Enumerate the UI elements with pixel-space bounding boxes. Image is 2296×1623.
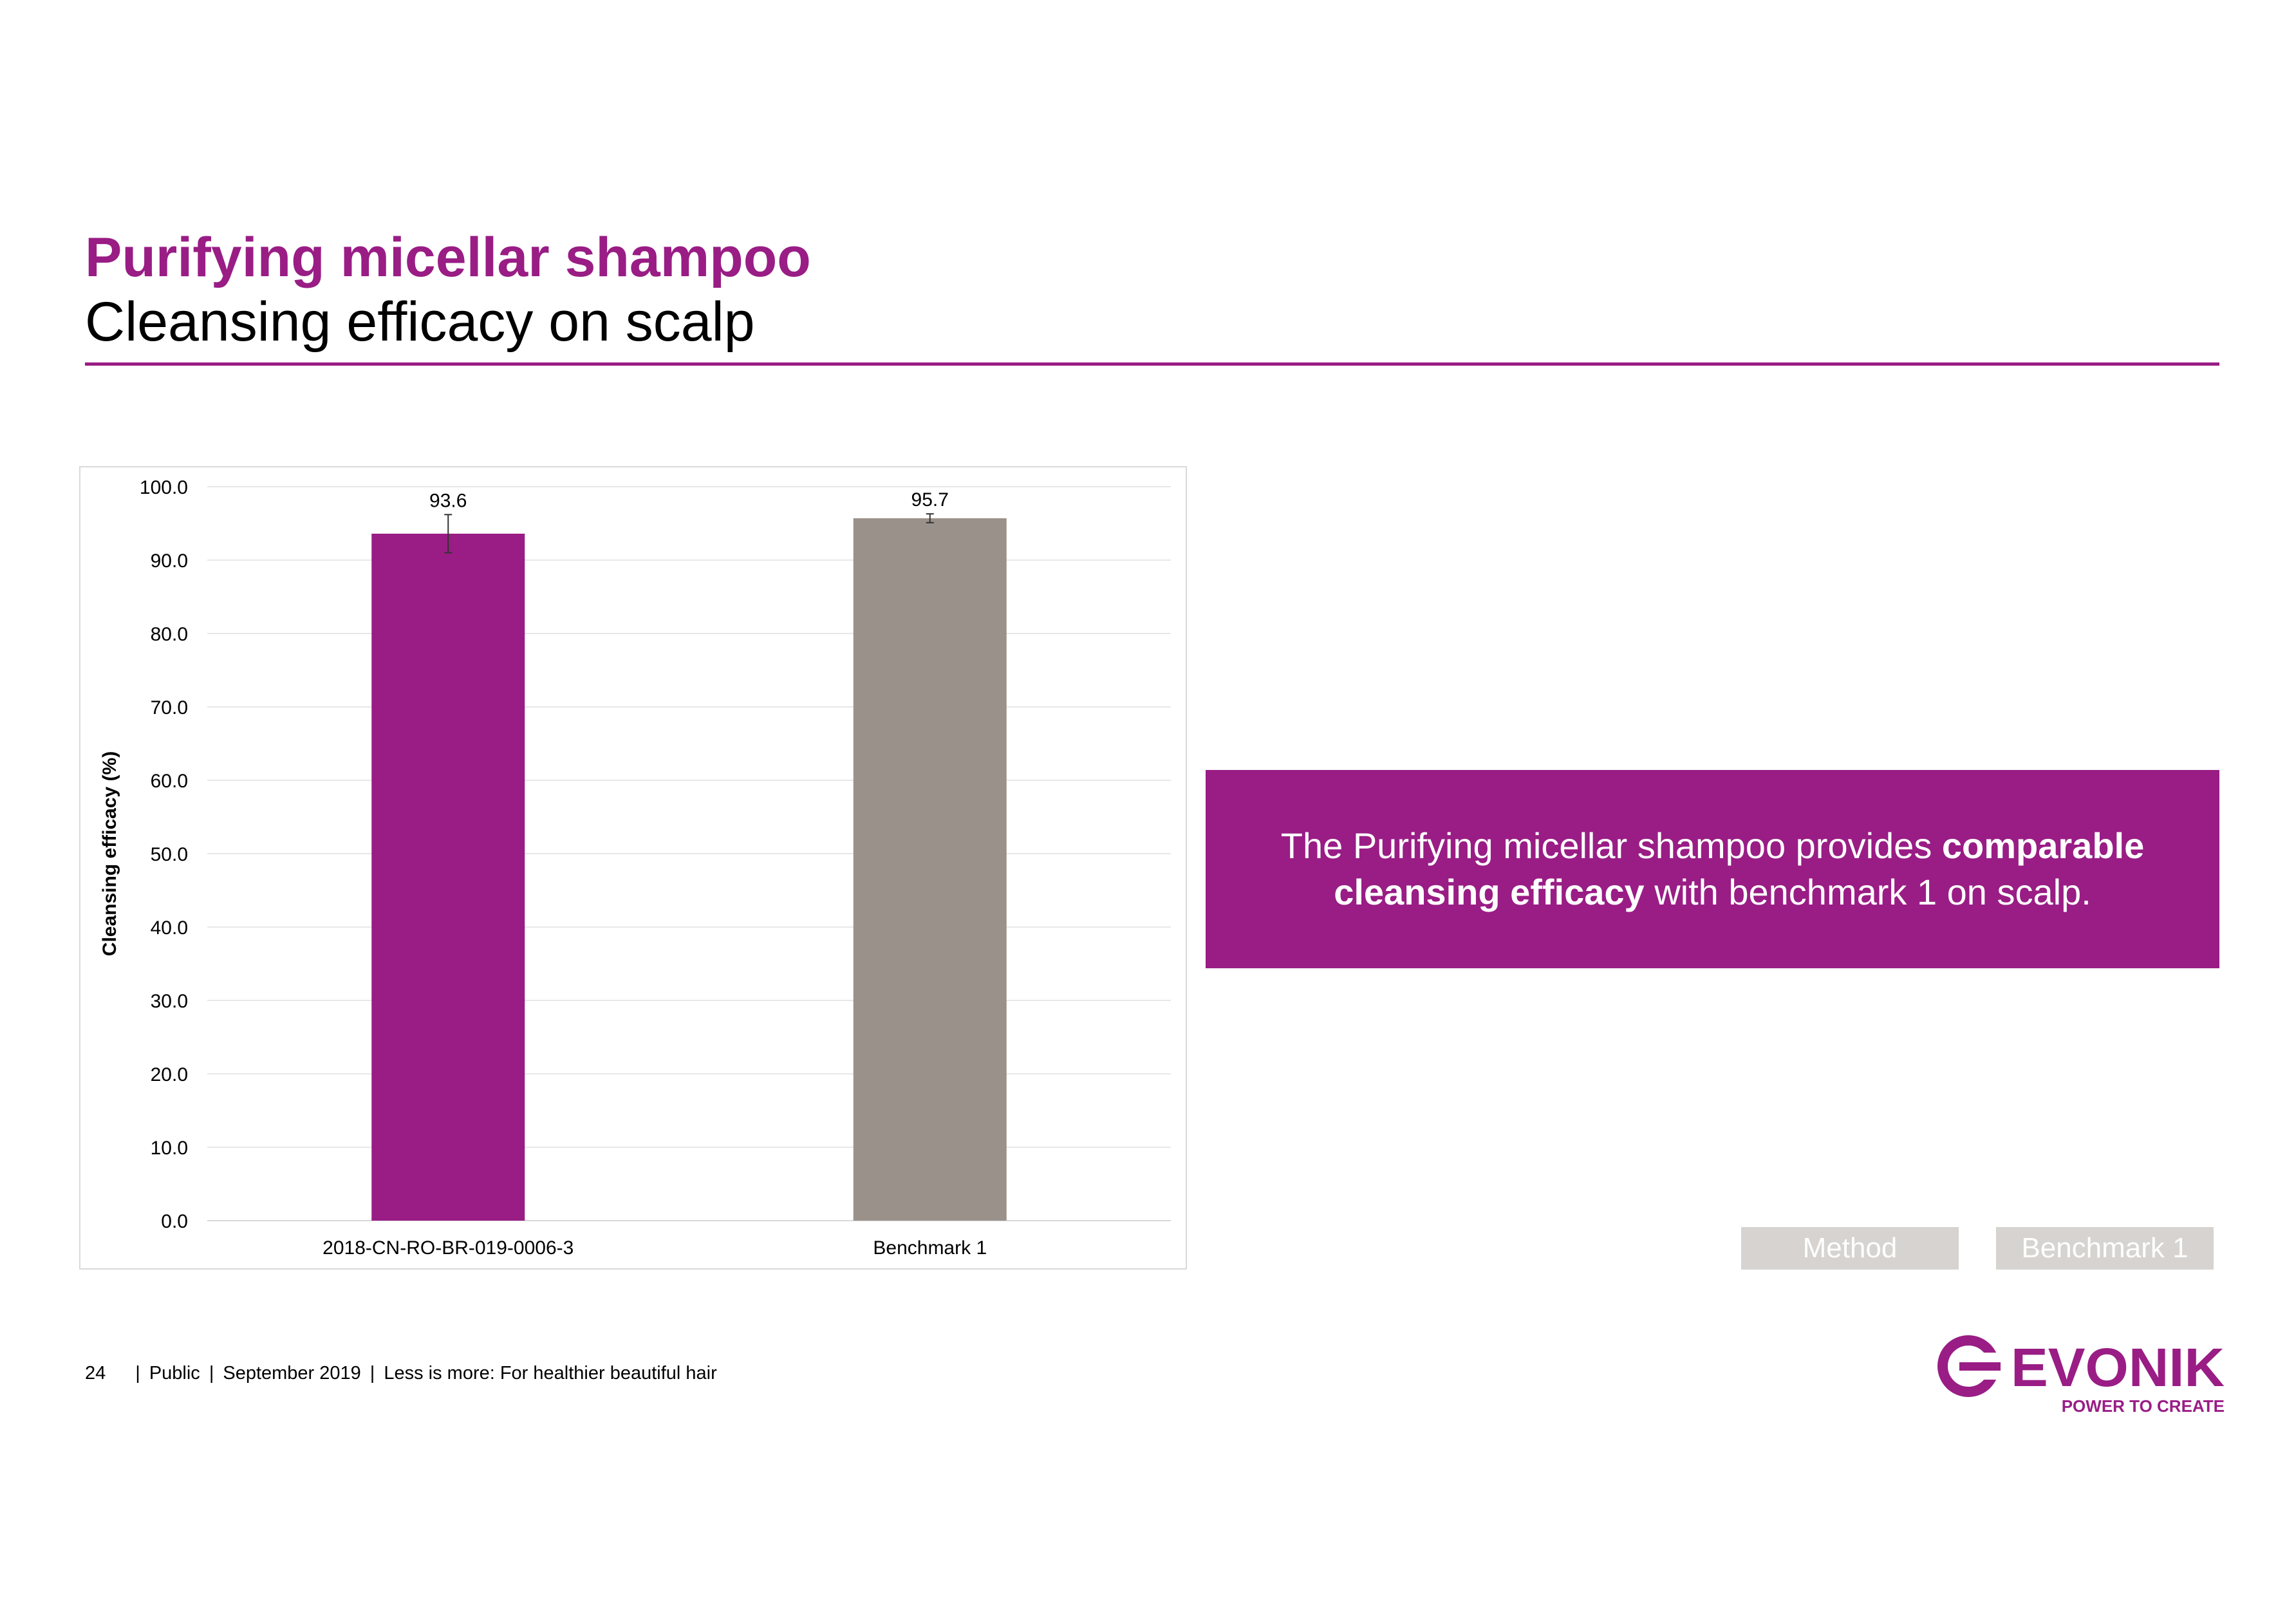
takeaway-part-1: The Purifying micellar shampoo provides [1280,825,1942,866]
benchmark-1-button[interactable]: Benchmark 1 [1996,1227,2214,1270]
footer: 24 | Public | September 2019 | Less is more: F… [85,1363,717,1384]
method-button[interactable]: Method [1741,1227,1959,1270]
data-label: 93.6 [429,490,467,511]
takeaway-part-2: with benchmark 1 on scalp. [1644,872,2091,912]
y-tick-label: 70.0 [151,697,188,718]
bar-chart: Cleansing efficacy (%) 0.0 10.0 20.0 30.0 40… [99,477,1171,1259]
chart-frame: Cleansing efficacy (%) 0.0 10.0 20.0 30.0 40… [79,466,1187,1270]
y-tick-label: 10.0 [151,1138,188,1159]
page-number: 24 [85,1363,106,1384]
y-tick-label: 0.0 [161,1211,188,1232]
x-category-label: Benchmark 1 [873,1237,987,1259]
logo-tagline: POWER TO CREATE [2062,1396,2225,1416]
bar [853,518,1007,1221]
takeaway-bold: comparable cleansing efficacy [1334,825,2145,912]
y-tick-label: 50.0 [151,844,188,865]
slide-title: Purifying micellar shampoo [85,227,811,288]
key-takeaway-text: The Purifying micellar shampoo provides … [1231,823,2194,915]
y-tick-label: 90.0 [151,550,188,572]
bar [371,533,525,1221]
slide-subtitle: Cleansing efficacy on scalp [85,291,755,353]
footer-date: September 2019 [223,1363,361,1384]
key-takeaway-box: The Purifying micellar shampoo provides … [1206,770,2219,968]
footer-deck-title: Less is more: For healthier beautiful ha… [384,1363,717,1384]
footer-classification: Public [149,1363,200,1384]
evonik-emblem-icon [1937,1335,2001,1397]
y-tick-label: 40.0 [151,917,188,939]
y-tick-label: 100.0 [140,477,188,498]
title-divider [85,362,2219,366]
footer-separator: | [135,1363,140,1384]
y-tick-label: 80.0 [151,624,188,645]
y-tick-label: 20.0 [151,1064,188,1085]
footer-separator: | [369,1363,375,1384]
evonik-logo: EVONIK POWER TO CREATE [1937,1335,2225,1416]
data-label: 95.7 [911,489,949,511]
x-category-label: 2018-CN-RO-BR-019-0006-3 [322,1237,574,1259]
footer-separator: | [209,1363,214,1384]
logo-wordmark: EVONIK [2011,1337,2225,1398]
y-axis-label: Cleansing efficacy (%) [99,751,120,956]
y-tick-label: 30.0 [151,991,188,1012]
y-tick-label: 60.0 [151,771,188,792]
